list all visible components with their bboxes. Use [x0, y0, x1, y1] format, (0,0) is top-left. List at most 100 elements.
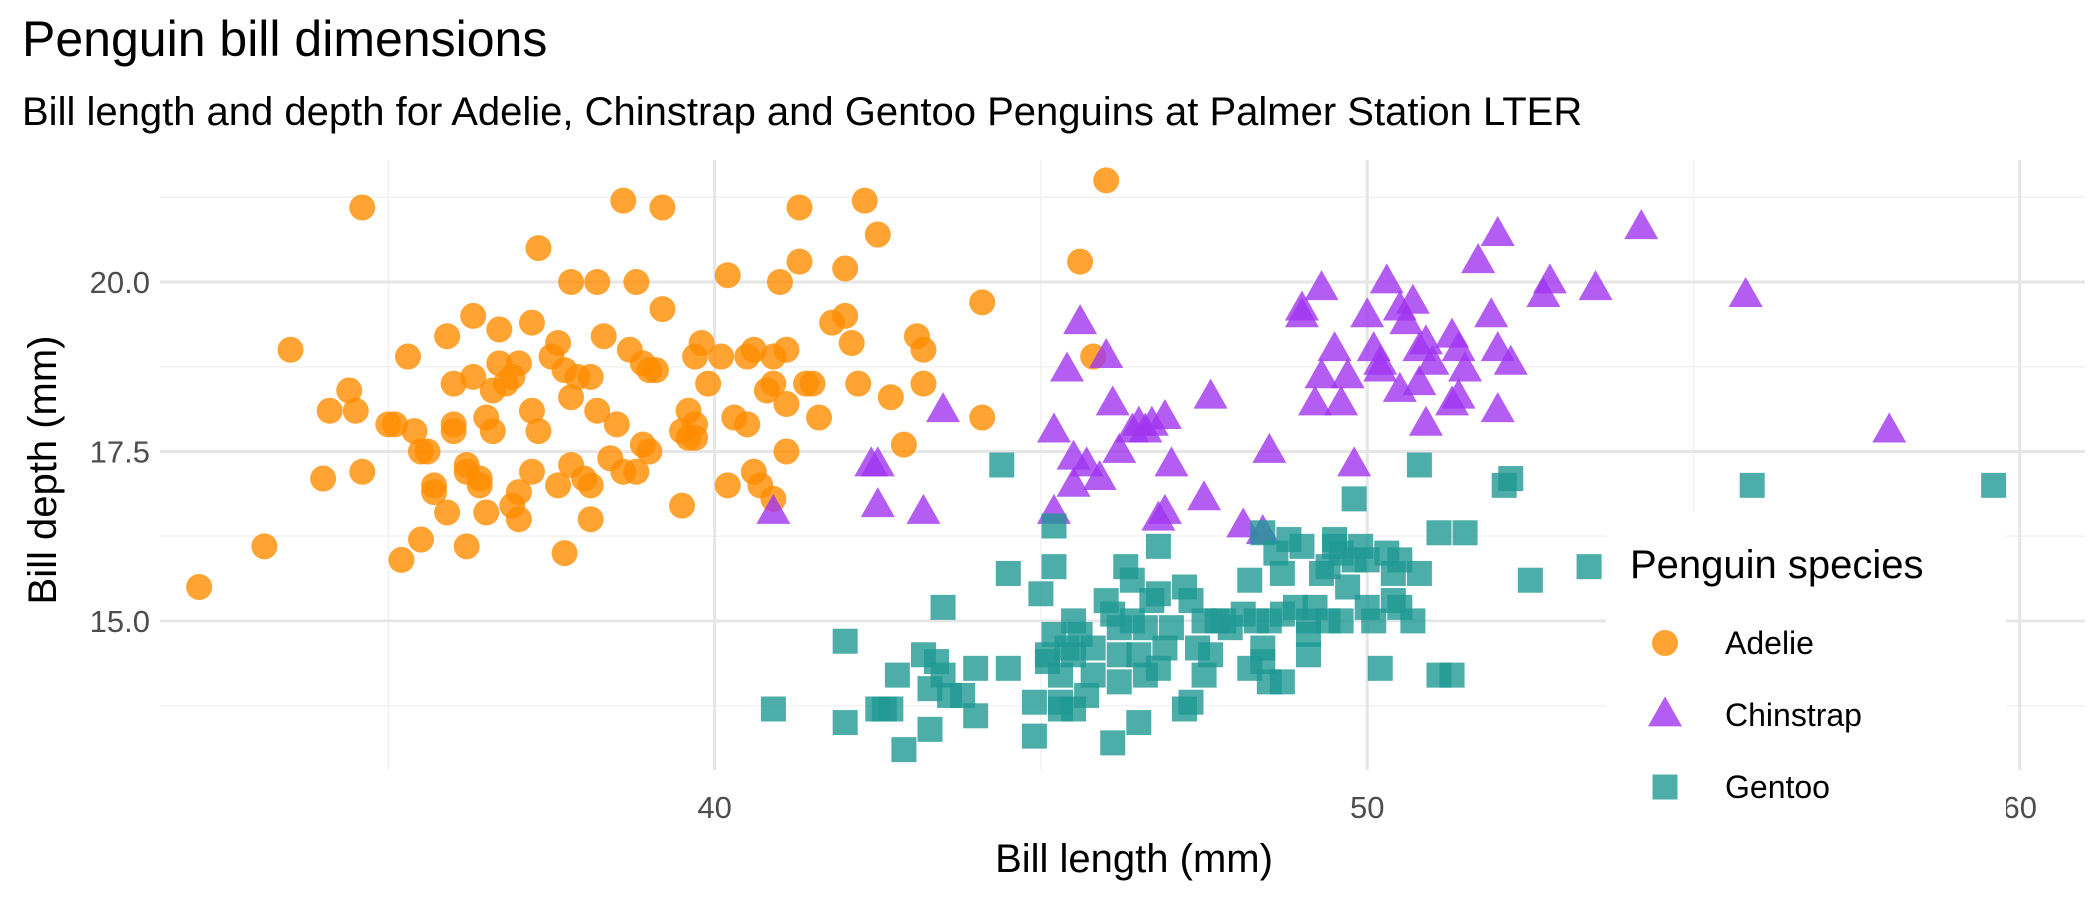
- gentoo-point: [995, 560, 1021, 586]
- adelie-point: [786, 194, 813, 221]
- chinstrap-point: [1415, 344, 1450, 375]
- adelie-point: [623, 269, 650, 295]
- chart-subtitle: Bill length and depth for Adelie, Chinst…: [22, 90, 1583, 134]
- gentoo-point: [1041, 513, 1067, 539]
- adelie-point: [251, 533, 278, 560]
- chart-title: Penguin bill dimensions: [22, 11, 548, 67]
- gentoo-point: [1289, 533, 1315, 559]
- gentoo-point: [1439, 662, 1465, 688]
- adelie-point: [682, 411, 709, 438]
- chinstrap-point: [1350, 297, 1385, 328]
- gentoo-point: [1237, 567, 1263, 593]
- gentoo-point: [1178, 689, 1204, 715]
- gentoo-point: [963, 655, 989, 681]
- gentoo-point: [1145, 581, 1171, 607]
- chinstrap-point: [1317, 331, 1352, 362]
- adelie-point: [806, 404, 833, 431]
- adelie-point: [740, 336, 767, 363]
- chinstrap-point: [1337, 446, 1372, 477]
- adelie-point: [623, 458, 650, 485]
- adelie-point: [851, 187, 878, 214]
- adelie-point: [525, 235, 552, 262]
- chinstrap-point: [1304, 358, 1339, 389]
- gentoo-point: [891, 737, 917, 763]
- adelie-point: [518, 309, 545, 336]
- chinstrap-point: [1298, 385, 1332, 416]
- adelie-point: [766, 269, 793, 295]
- chinstrap-point: [1050, 351, 1085, 382]
- x-tick-label: 40: [697, 790, 731, 825]
- chinstrap-point: [1402, 365, 1437, 396]
- gentoo-point: [1282, 594, 1308, 620]
- chinstrap-point: [1082, 459, 1117, 490]
- series-chinstrap: [756, 209, 1907, 545]
- adelie-point: [969, 404, 996, 431]
- adelie-point: [571, 465, 598, 492]
- adelie-point: [505, 350, 532, 377]
- adelie-point: [277, 336, 304, 363]
- gentoo-point: [1576, 554, 1602, 580]
- gentoo-point: [1093, 588, 1119, 614]
- chinstrap-point: [1147, 493, 1182, 524]
- adelie-point: [518, 458, 545, 485]
- legend-label: Chinstrap: [1725, 697, 1862, 733]
- x-axis-title: Bill length (mm): [995, 837, 1273, 881]
- gentoo-point: [832, 710, 858, 736]
- chinstrap-point: [1252, 432, 1287, 463]
- adelie-point: [1067, 248, 1094, 275]
- chinstrap-point: [1089, 337, 1124, 368]
- chinstrap-point: [860, 446, 895, 477]
- adelie-point: [910, 336, 937, 363]
- gentoo-point: [1335, 574, 1361, 600]
- adelie-point: [316, 397, 343, 424]
- adelie-point: [642, 357, 669, 384]
- chinstrap-point: [860, 487, 895, 518]
- adelie-point: [714, 262, 741, 289]
- adelie-point: [669, 492, 696, 519]
- legend-item-chinstrap: Chinstrap: [1648, 696, 1862, 733]
- adelie-point: [381, 411, 408, 438]
- adelie-point: [518, 397, 545, 424]
- adelie-point: [434, 323, 461, 350]
- adelie-point: [832, 255, 859, 282]
- adelie-point: [434, 499, 461, 526]
- adelie-point: [545, 330, 572, 356]
- adelie-legend-icon: [1652, 630, 1678, 656]
- gentoo-point: [1158, 615, 1184, 641]
- adelie-point: [577, 506, 604, 533]
- gentoo-point: [963, 703, 989, 729]
- chinstrap-point: [1480, 392, 1515, 423]
- gentoo-point: [1126, 710, 1152, 736]
- chinstrap-point: [1102, 432, 1137, 463]
- chinstrap-point: [1095, 385, 1130, 416]
- adelie-point: [460, 302, 487, 329]
- adelie-point: [773, 391, 800, 417]
- adelie-point: [708, 343, 735, 370]
- legend-item-adelie: Adelie: [1652, 625, 1814, 661]
- legend-label: Adelie: [1725, 625, 1814, 661]
- chinstrap-point: [1063, 304, 1098, 335]
- chinstrap-point: [1493, 344, 1528, 375]
- chinstrap-point: [1624, 209, 1659, 240]
- y-axis-ticks: 15.0 17.5 20.0: [90, 265, 150, 639]
- adelie-point: [864, 221, 891, 248]
- adelie-point: [408, 526, 435, 553]
- adelie-point: [629, 431, 656, 458]
- legend: Penguin species Adelie Chinstrap Gentoo: [1606, 512, 2006, 832]
- gentoo-point: [1067, 621, 1093, 647]
- gentoo-point: [1048, 662, 1074, 688]
- adelie-point: [479, 377, 506, 404]
- adelie-point: [414, 438, 441, 465]
- chinstrap-point: [1872, 412, 1907, 443]
- gentoo-legend-icon: [1652, 774, 1678, 800]
- gentoo-point: [1021, 723, 1047, 749]
- chinstrap-point: [1363, 344, 1398, 375]
- adelie-point: [773, 336, 800, 363]
- series-adelie: [186, 167, 1120, 600]
- gentoo-point: [1132, 615, 1158, 641]
- adelie-point: [597, 445, 624, 472]
- adelie-point: [584, 269, 611, 295]
- adelie-point: [558, 384, 585, 411]
- adelie-point: [336, 377, 363, 404]
